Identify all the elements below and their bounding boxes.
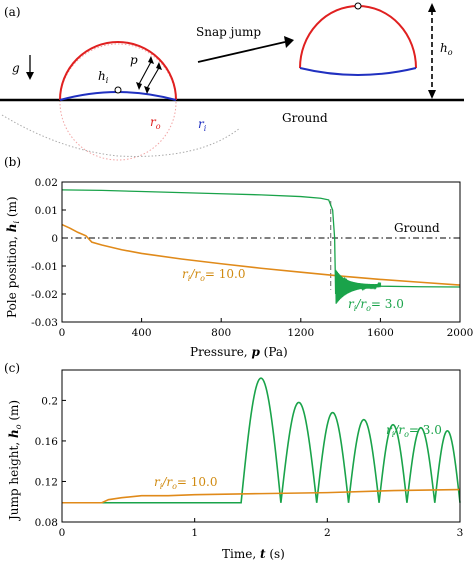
series-c-ratio-3 xyxy=(62,377,461,504)
chart-b-xtick-label: 1600 xyxy=(367,327,394,339)
chart-c-ytick-label: 0.16 xyxy=(35,436,59,448)
chart-b-xticks: 0 400 800 1200 1600 2000 xyxy=(59,318,474,339)
chart-c-plot xyxy=(62,377,461,504)
panel-a-label: (a) xyxy=(4,5,21,19)
panel-b: (b) 0.02 0.01 0 -0.01 -0.02 -0.03 0 400 800 1200… xyxy=(4,155,473,359)
chart-b-xtick-label: 1200 xyxy=(287,327,314,339)
ho-arrowhead-top xyxy=(428,3,436,12)
chart-b-xlabel: Pressure, p (Pa) xyxy=(190,345,288,359)
panel-b-label: (b) xyxy=(4,155,21,169)
chart-c-xticks: 0 1 2 3 xyxy=(59,518,464,539)
snap-jump-arrow xyxy=(197,41,286,63)
jumped-pole-marker xyxy=(354,2,362,10)
series-b-ratio-10 xyxy=(61,223,461,286)
jumped-outer-arc xyxy=(299,5,417,69)
chart-b-ytick-label: 0.02 xyxy=(35,177,58,189)
ground-reference-label: Ground xyxy=(394,221,440,235)
chart-b-frame xyxy=(61,181,461,323)
jumped-inner-arc xyxy=(299,67,417,76)
outer-arc-red xyxy=(59,41,177,101)
ro-label: ro xyxy=(150,115,161,131)
pressure-arrows xyxy=(136,56,162,94)
outer-circle-dotted xyxy=(59,43,177,161)
snap-jump-arrowhead xyxy=(284,36,294,48)
ho-arrowhead-bottom xyxy=(428,90,436,99)
ho-label: ho xyxy=(440,41,453,57)
chart-b-plot xyxy=(61,189,461,304)
pole-marker xyxy=(114,86,122,94)
series-label-b-3: ri/ro= 3.0 xyxy=(348,297,404,313)
series-c-ratio-10 xyxy=(62,488,461,504)
chart-b-ytick-label: 0.01 xyxy=(35,205,58,217)
chart-c-ylabel: Jump height, ho (m) xyxy=(7,400,23,522)
chart-c-ytick-label: 0.12 xyxy=(35,476,58,488)
chart-c-xtick-label: 3 xyxy=(457,527,464,539)
inner-circle-dotted xyxy=(1,114,241,157)
pressure-label: p xyxy=(130,53,138,67)
chart-b-xtick-label: 2000 xyxy=(447,327,474,339)
chart-c-frame xyxy=(61,369,461,523)
series-label-c-3: ri/ro= 3.0 xyxy=(386,423,442,439)
chart-b-ytick-label: 0 xyxy=(51,233,58,245)
gravity-label: g xyxy=(12,61,20,75)
series-label-c-10: ri/ro= 10.0 xyxy=(154,475,218,491)
chart-c-xtick-label: 2 xyxy=(324,527,331,539)
chart-c-ytick-label: 0.08 xyxy=(35,517,58,529)
chart-b-ylabel: Pole position, hi (m) xyxy=(5,196,21,318)
snap-jump-label: Snap jump xyxy=(196,25,261,39)
chart-b-ytick-label: -0.01 xyxy=(31,261,58,273)
panel-c: (c) 0.2 0.16 0.12 0.08 0 1 2 3 ri/ro= 3.0 ri/r… xyxy=(4,361,463,561)
panel-c-label: (c) xyxy=(4,361,20,375)
chart-b-xtick-label: 400 xyxy=(132,327,152,339)
panel-a: (a) g hi p ro ri Snap jump xyxy=(0,2,464,161)
ri-label: ri xyxy=(198,117,207,133)
series-b-ratio-3 xyxy=(61,189,461,304)
chart-c-yticks: 0.2 0.16 0.12 0.08 xyxy=(35,395,66,529)
chart-c-xlabel: Time, t (s) xyxy=(222,547,285,561)
chart-c-ytick-label: 0.2 xyxy=(41,395,58,407)
chart-c-xtick-label: 1 xyxy=(191,527,198,539)
gravity-arrowhead xyxy=(26,72,34,80)
ground-label: Ground xyxy=(282,111,328,125)
hi-label: hi xyxy=(98,69,109,85)
chart-b-xtick-label: 0 xyxy=(59,327,66,339)
chart-b-ytick-label: -0.02 xyxy=(31,289,58,301)
chart-c-xtick-label: 0 xyxy=(59,527,66,539)
chart-b-xtick-label: 800 xyxy=(211,327,231,339)
chart-b-ytick-label: -0.03 xyxy=(31,317,58,329)
chart-b-yticks: 0.02 0.01 0 -0.01 -0.02 -0.03 xyxy=(31,177,66,329)
series-label-b-10: ri/ro= 10.0 xyxy=(182,267,246,283)
